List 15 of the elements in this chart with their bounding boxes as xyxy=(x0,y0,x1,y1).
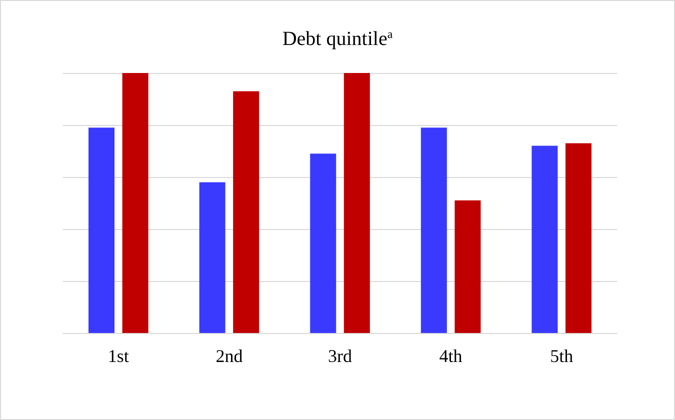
bar xyxy=(122,73,148,333)
x-tick-label: 2nd xyxy=(216,346,243,366)
x-tick-label: 3rd xyxy=(328,346,352,366)
bar xyxy=(566,143,592,333)
bar xyxy=(344,73,370,333)
bar xyxy=(310,154,336,333)
x-tick-label: 4th xyxy=(439,346,462,366)
bar xyxy=(233,91,260,333)
bar xyxy=(88,128,114,333)
x-tick-label: 5th xyxy=(550,346,574,366)
x-tick-label: 1st xyxy=(108,346,129,366)
bar xyxy=(199,182,226,333)
bar xyxy=(454,200,481,333)
bar xyxy=(532,146,558,333)
bar xyxy=(420,128,447,333)
